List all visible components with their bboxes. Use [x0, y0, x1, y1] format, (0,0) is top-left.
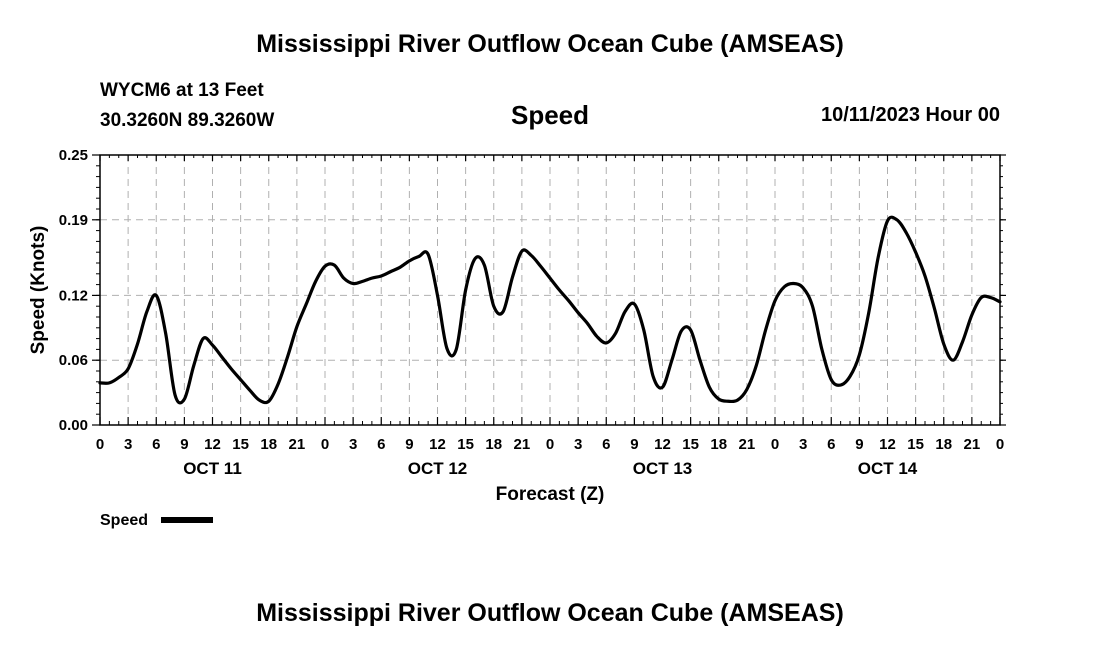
x-tick-label: 3 [799, 436, 807, 453]
x-tick-label: 15 [682, 436, 699, 453]
y-tick-label: 0.19 [59, 212, 88, 229]
x-tick-label: 0 [546, 436, 554, 453]
x-tick-label: 18 [935, 436, 952, 453]
x-tick-label: 3 [574, 436, 582, 453]
chart-title: Speed [510, 100, 590, 130]
x-tick-label: 0 [96, 436, 104, 453]
x-tick-label: 18 [485, 436, 502, 453]
x-tick-label: 6 [377, 436, 385, 453]
x-axis-label: Forecast (Z) [496, 484, 605, 505]
station-name: WYCM6 at 13 Feet [100, 80, 264, 101]
x-tick-label: 6 [602, 436, 610, 453]
x-tick-label: 21 [289, 436, 306, 453]
series-line-speed [98, 215, 1002, 405]
forecast-datetime: 10/11/2023 Hour 00 [820, 104, 1000, 126]
x-tick-label: 0 [771, 436, 779, 453]
y-axis-label: Speed (Knots) [28, 226, 49, 355]
x-tick-label: 21 [739, 436, 756, 453]
x-tick-label: 15 [457, 436, 474, 453]
x-tick-label: 0 [321, 436, 329, 453]
station-info: WYCM6 at 13 Feet 30.3260N 89.3260W [100, 76, 274, 136]
legend-label: Speed [100, 512, 148, 529]
day-label: OCT 11 [183, 459, 242, 478]
x-tick-label: 9 [855, 436, 863, 453]
y-tick-label: 0.12 [59, 287, 88, 304]
legend-swatch [161, 517, 213, 523]
y-tick-label: 0.25 [59, 147, 88, 164]
x-tick-label: 6 [827, 436, 835, 453]
x-tick-label: 9 [630, 436, 638, 453]
x-tick-label: 0 [996, 436, 1004, 453]
x-tick-label: 15 [232, 436, 249, 453]
x-tick-label: 15 [907, 436, 924, 453]
chart-main-title: Mississippi River Outflow Ocean Cube (AM… [256, 30, 844, 58]
x-tick-label: 18 [710, 436, 727, 453]
x-tick-label: 9 [405, 436, 413, 453]
x-tick-label: 3 [124, 436, 132, 453]
x-tick-label: 12 [204, 436, 221, 453]
x-tick-label: 12 [429, 436, 446, 453]
x-tick-label: 21 [964, 436, 981, 453]
station-coordinates: 30.3260N 89.3260W [100, 110, 275, 131]
x-tick-label: 9 [180, 436, 188, 453]
day-label: OCT 13 [633, 459, 693, 478]
footer-title: Mississippi River Outflow Ocean Cube (AM… [256, 599, 844, 627]
plot-border [99, 154, 1001, 426]
x-tick-label: 6 [152, 436, 160, 453]
x-tick-label: 18 [260, 436, 277, 453]
x-tick-label: 21 [514, 436, 531, 453]
y-tick-label: 0.00 [59, 417, 88, 434]
day-label: OCT 12 [408, 459, 468, 478]
x-tick-label: 3 [349, 436, 357, 453]
y-tick-label: 0.06 [59, 352, 88, 369]
x-tick-label: 12 [654, 436, 671, 453]
x-tick-label: 12 [879, 436, 896, 453]
day-label: OCT 14 [858, 459, 918, 478]
